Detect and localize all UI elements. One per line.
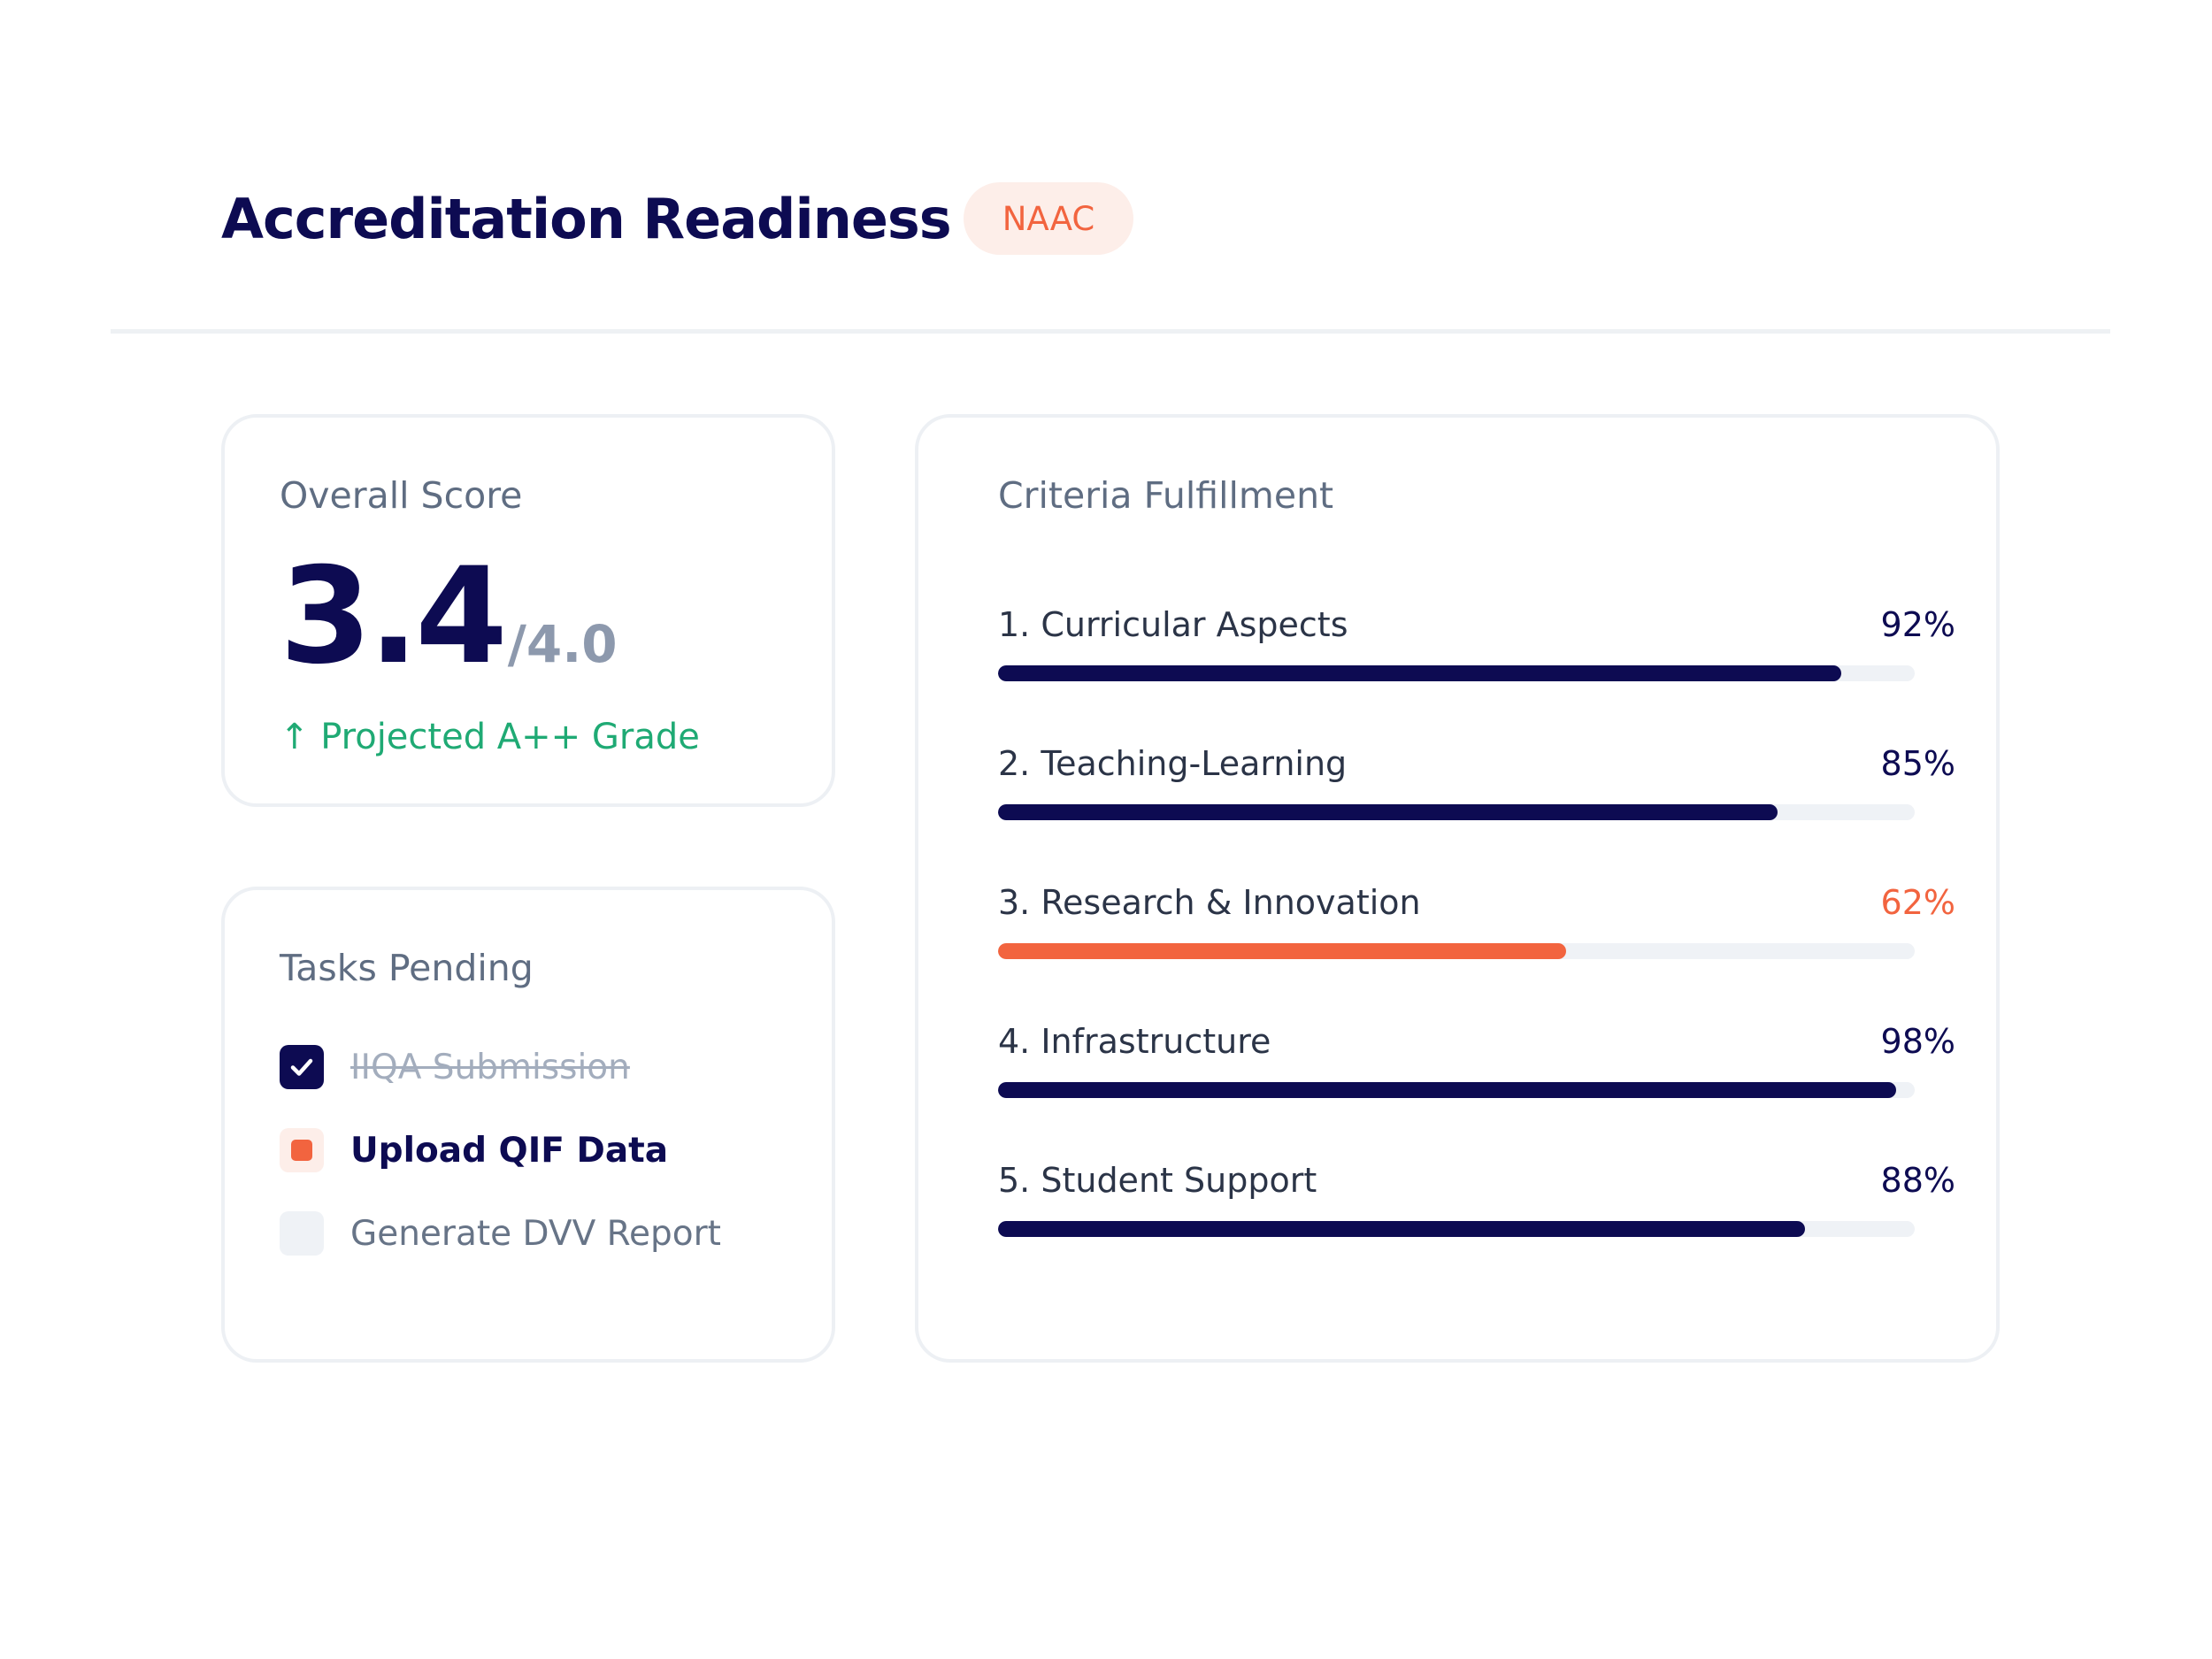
criterion-row: 3. Research & Innovation 62%: [998, 883, 1955, 989]
criterion-name: 3. Research & Innovation: [998, 883, 1421, 922]
criterion-row: 1. Curricular Aspects 92%: [998, 605, 1955, 711]
task-checkbox-unchecked[interactable]: [280, 1211, 324, 1256]
score-line: 3.4 /4.0: [280, 550, 618, 683]
criterion-percent: 92%: [1880, 605, 1955, 644]
criterion-percent: 85%: [1880, 744, 1955, 783]
criterion-name: 2. Teaching-Learning: [998, 744, 1348, 783]
task-item-qif[interactable]: Upload QIF Data: [280, 1125, 668, 1175]
projected-grade: ↑ Projected A++ Grade: [280, 717, 700, 757]
progress-track: [998, 665, 1915, 681]
task-label: IIQA Submission: [350, 1047, 630, 1087]
naac-badge: NAAC: [963, 182, 1134, 255]
criterion-name: 1. Curricular Aspects: [998, 605, 1348, 644]
overall-score-card: Overall Score 3.4 /4.0 ↑ Projected A++ G…: [221, 414, 835, 807]
task-checkbox-checked[interactable]: [280, 1045, 324, 1089]
criterion-name: 5. Student Support: [998, 1161, 1317, 1200]
progress-fill: [998, 1221, 1805, 1237]
score-value: 3.4: [280, 540, 508, 694]
task-item-dvv[interactable]: Generate DVV Report: [280, 1209, 721, 1258]
progress-track: [998, 1221, 1915, 1237]
progress-fill: [998, 665, 1842, 681]
criteria-fulfillment-card: Criteria Fulfillment 1. Curricular Aspec…: [915, 414, 2000, 1363]
square-dot-icon: [291, 1140, 312, 1161]
tasks-pending-card: Tasks Pending IIQA Submission Upload QIF…: [221, 887, 835, 1363]
criterion-row: 2. Teaching-Learning 85%: [998, 744, 1955, 850]
criterion-percent: 98%: [1880, 1022, 1955, 1061]
criterion-row: 5. Student Support 88%: [998, 1161, 1955, 1267]
page-title: Accreditation Readiness: [221, 186, 952, 251]
criteria-fulfillment-label: Criteria Fulfillment: [998, 474, 1334, 517]
task-label: Upload QIF Data: [350, 1130, 669, 1171]
task-checkbox-in-progress[interactable]: [280, 1128, 324, 1172]
criterion-row: 4. Infrastructure 98%: [998, 1022, 1955, 1128]
tasks-pending-label: Tasks Pending: [280, 947, 534, 989]
page-header: Accreditation Readiness NAAC: [221, 179, 1134, 258]
progress-track: [998, 943, 1915, 959]
progress-fill: [998, 943, 1567, 959]
progress-track: [998, 1082, 1915, 1098]
progress-fill: [998, 1082, 1897, 1098]
check-icon: [290, 1058, 313, 1076]
criterion-name: 4. Infrastructure: [998, 1022, 1271, 1061]
progress-fill: [998, 804, 1778, 820]
task-item-iiqa[interactable]: IIQA Submission: [280, 1042, 630, 1092]
task-label: Generate DVV Report: [350, 1213, 721, 1254]
header-divider: [111, 329, 2110, 334]
criterion-percent: 62%: [1880, 883, 1955, 922]
overall-score-label: Overall Score: [280, 474, 523, 517]
progress-track: [998, 804, 1915, 820]
score-max: /4.0: [507, 614, 618, 674]
criterion-percent: 88%: [1880, 1161, 1955, 1200]
